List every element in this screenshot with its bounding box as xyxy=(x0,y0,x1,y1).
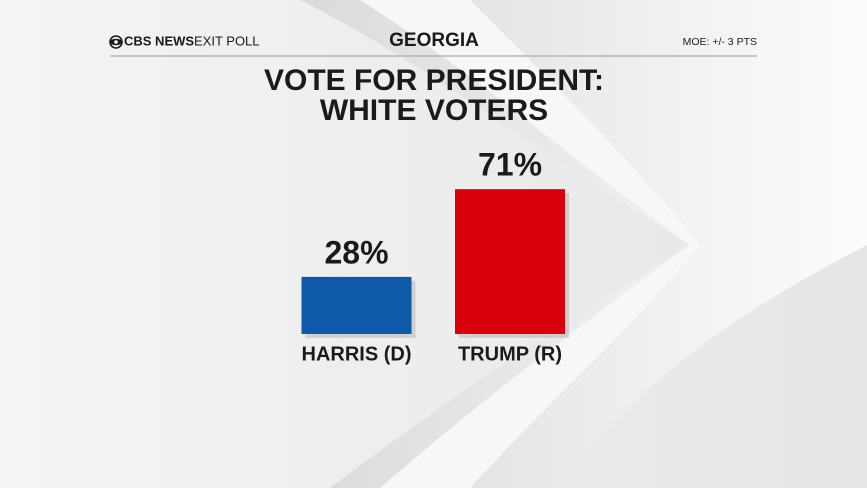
cbs-eye-logo xyxy=(109,35,123,49)
chart-title: VOTE FOR PRESIDENT: xyxy=(264,64,604,97)
moe: MOE: +/- 3 PTS xyxy=(683,36,757,48)
state: GEORGIA xyxy=(389,30,479,51)
brand-label: EXIT POLL xyxy=(194,33,260,48)
value-label: 71% xyxy=(478,147,542,183)
brand: CBS NEWS xyxy=(124,33,194,48)
background-swoosh-inner xyxy=(360,0,700,488)
category-label: TRUMP (R) xyxy=(458,343,562,365)
chart-title: WHITE VOTERS xyxy=(320,94,548,127)
bar xyxy=(301,276,412,334)
value-label: 28% xyxy=(324,234,388,270)
background-swoosh xyxy=(300,0,867,488)
category-label: HARRIS (D) xyxy=(302,343,412,365)
bar xyxy=(455,189,565,334)
